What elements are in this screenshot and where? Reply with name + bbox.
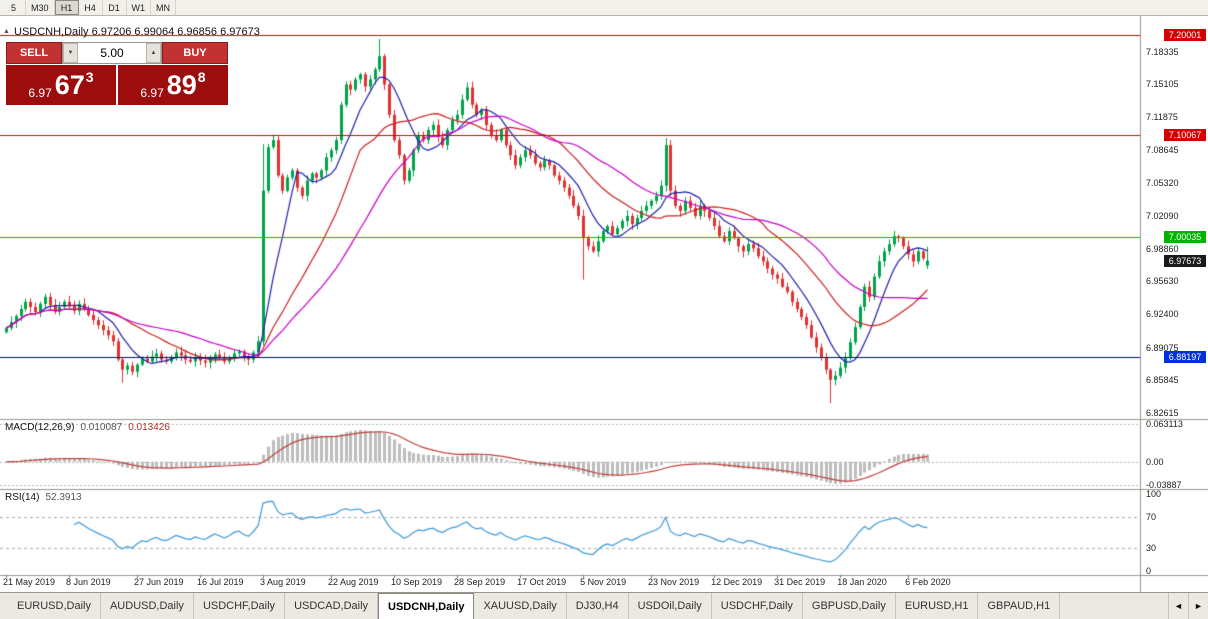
timeframe-button-h1[interactable]: H1 xyxy=(54,0,79,15)
date-axis-label: 8 Jun 2019 xyxy=(66,577,111,587)
date-axis-label: 3 Aug 2019 xyxy=(260,577,306,587)
chart-ohlc-header: USDCNH,Daily 6.97206 6.99064 6.96856 6.9… xyxy=(14,26,260,38)
chart-window[interactable]: ▲ USDCNH,Daily 6.97206 6.99064 6.96856 6… xyxy=(0,16,1208,592)
rsi-value: 52.3913 xyxy=(45,492,82,503)
price-axis-label: 7.18335 xyxy=(1146,46,1179,57)
price-axis-label: 6.92400 xyxy=(1146,309,1179,320)
chart-marker-icon: ▲ xyxy=(3,28,10,35)
timeframe-button-h4[interactable]: H4 xyxy=(79,0,103,15)
chart-tab-gbpaud-h1[interactable]: GBPAUD,H1 xyxy=(978,593,1061,619)
price-axis-label: 6.89075 xyxy=(1146,342,1179,353)
date-axis-label: 16 Jul 2019 xyxy=(197,577,244,587)
ask-price-pip: 8 xyxy=(197,69,206,85)
date-axis-label: 21 May 2019 xyxy=(3,577,56,587)
macd-signal-value: 0.013426 xyxy=(128,422,170,433)
rsi-axis-label: 0 xyxy=(1146,566,1152,576)
bid-price-main: 67 xyxy=(54,69,85,100)
macd-axis-label: -0.03887 xyxy=(1146,480,1182,490)
timeframe-button-5[interactable]: 5 xyxy=(2,0,26,15)
date-axis-label: 18 Jan 2020 xyxy=(837,577,887,587)
date-axis-label: 27 Jun 2019 xyxy=(133,577,184,587)
price-axis-label: 6.82615 xyxy=(1146,407,1179,418)
price-axis-label: 7.08645 xyxy=(1146,144,1179,155)
timeframe-button-mn[interactable]: MN xyxy=(151,0,177,15)
chart-tab-eurusd-h1[interactable]: EURUSD,H1 xyxy=(896,593,979,619)
volume-input[interactable] xyxy=(78,43,146,63)
timeframe-button-m30[interactable]: M30 xyxy=(26,0,55,15)
price-axis-label: 6.95630 xyxy=(1146,276,1179,287)
chart-tab-xauusd-daily[interactable]: XAUUSD,Daily xyxy=(474,593,567,619)
tabs-scroll-left-icon[interactable]: ◄ xyxy=(1168,593,1188,619)
rsi-indicator-label: RSI(14) 52.3913 xyxy=(5,492,82,503)
chart-tab-usdchf-daily[interactable]: USDCHF,Daily xyxy=(194,593,286,619)
timeframe-button-d1[interactable]: D1 xyxy=(103,0,127,15)
timeframe-toolbar: 5 M30 H1 H4 D1 W1 MN xyxy=(0,0,1208,16)
chart-tab-eurusd-daily[interactable]: EURUSD,Daily xyxy=(8,593,101,619)
price-tag: 6.97673 xyxy=(1164,254,1206,267)
rsi-axis-label: 30 xyxy=(1146,542,1157,553)
price-axis-label: 6.98860 xyxy=(1146,243,1179,254)
buy-button[interactable]: BUY xyxy=(162,42,228,64)
bid-price-pip: 3 xyxy=(85,69,94,85)
chart-tab-usdoil-daily[interactable]: USDOil,Daily xyxy=(629,593,712,619)
price-axis-label: 7.11875 xyxy=(1146,112,1178,123)
volume-increase-icon[interactable]: ▲ xyxy=(146,43,161,63)
sell-button[interactable]: SELL xyxy=(6,42,62,64)
ask-price-main: 89 xyxy=(166,69,197,100)
date-axis-label: 6 Feb 2020 xyxy=(905,577,951,587)
chart-tab-usdcnh-daily[interactable]: USDCNH,Daily xyxy=(378,593,475,619)
timeframe-button-w1[interactable]: W1 xyxy=(127,0,152,15)
macd-axis-label: 0.00 xyxy=(1146,456,1164,467)
date-axis-label: 17 Oct 2019 xyxy=(517,577,567,587)
price-tag: 7.20001 xyxy=(1164,28,1206,41)
bid-price-prefix: 6.97 xyxy=(28,86,52,100)
price-axis-label: 7.15105 xyxy=(1146,79,1179,90)
price-axis-label: 7.05320 xyxy=(1146,178,1179,189)
rsi-name: RSI(14) xyxy=(5,492,40,503)
macd-name: MACD(12,26,9) xyxy=(5,422,75,433)
ask-price-prefix: 6.97 xyxy=(140,86,164,100)
price-axis[interactable]: 7.18335 7.15105 7.11875 7.08645 7.05320 7.020… xyxy=(1140,16,1208,592)
macd-indicator-label: MACD(12,26,9) 0.010087 0.013426 xyxy=(5,422,170,433)
date-axis-label: 28 Sep 2019 xyxy=(454,577,506,587)
date-axis-label: 23 Nov 2019 xyxy=(648,577,700,587)
date-axis-label: 10 Sep 2019 xyxy=(391,577,443,587)
price-tag: 7.10067 xyxy=(1164,129,1206,142)
chart-tab-bar: EURUSD,Daily AUDUSD,Daily USDCHF,Daily USDC… xyxy=(0,592,1208,619)
date-axis-label: 5 Nov 2019 xyxy=(580,577,627,587)
price-axis-label: 7.02090 xyxy=(1146,211,1179,222)
macd-axis-label: 0.063113 xyxy=(1146,419,1183,429)
volume-stepper[interactable]: ▼ ▲ xyxy=(62,42,162,64)
date-axis-label: 12 Dec 2019 xyxy=(711,577,763,587)
date-axis-label: 22 Aug 2019 xyxy=(327,577,379,587)
macd-main-value: 0.010087 xyxy=(80,422,123,433)
sell-price-button[interactable]: 6.97 67 3 xyxy=(6,65,116,105)
date-axis-label: 31 Dec 2019 xyxy=(774,577,826,587)
price-tag: 7.00035 xyxy=(1164,230,1206,243)
chart-tab-audusd-daily[interactable]: AUDUSD,Daily xyxy=(101,593,194,619)
chart-tab-usdcad-daily[interactable]: USDCAD,Daily xyxy=(285,593,379,619)
price-axis-label: 6.85845 xyxy=(1146,375,1179,386)
chart-tab-usdchf-daily[interactable]: USDCHF,Daily xyxy=(712,593,803,619)
tabs-scroll-right-icon[interactable]: ► xyxy=(1188,593,1208,619)
rsi-axis-label: 100 xyxy=(1146,489,1162,499)
tab-bar-spacer xyxy=(1060,593,1168,619)
price-chart-canvas[interactable] xyxy=(0,16,1208,592)
price-tag: 6.88197 xyxy=(1164,350,1206,363)
chart-tab-gbpusd-daily[interactable]: GBPUSD,Daily xyxy=(803,593,896,619)
buy-price-button[interactable]: 6.97 89 8 xyxy=(118,65,228,105)
chart-tab-dj30-h4[interactable]: DJ30,H4 xyxy=(567,593,629,619)
volume-decrease-icon[interactable]: ▼ xyxy=(63,43,78,63)
rsi-axis-label: 70 xyxy=(1146,512,1157,523)
